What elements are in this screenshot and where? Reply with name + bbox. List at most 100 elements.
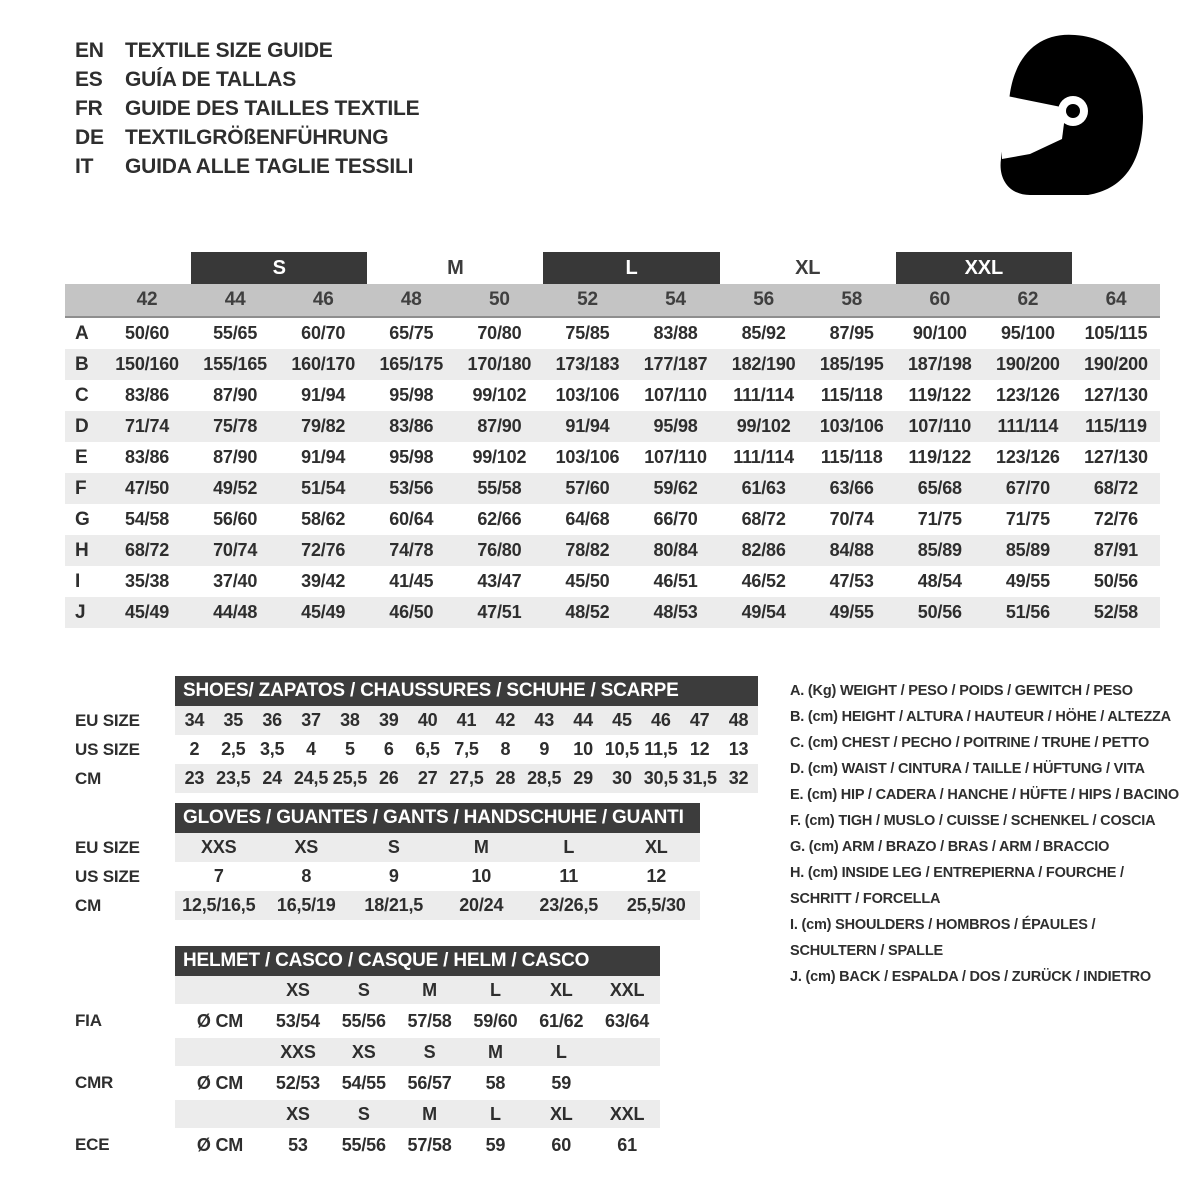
- size-cell: 85/89: [917, 540, 962, 560]
- gloves-value: 23/26,5: [539, 895, 599, 915]
- language-code: FR: [75, 97, 103, 120]
- size-row-label: J: [75, 601, 86, 623]
- gloves-row-us-size: US SIZE 7 8 9 10 11 12: [75, 862, 700, 891]
- size-cell: 39/42: [301, 571, 346, 591]
- shoes-value: 27: [417, 768, 438, 788]
- size-rows: A 50/60 55/65 60/70 65/75 70/80 75/85 83/88 85/9…: [65, 318, 1160, 628]
- shoes-cells: 2 2,5 3,5 4 5 6 6,5 7,5 8 9 10 10,5 11,5 12 13: [175, 735, 758, 764]
- size-row-label: D: [75, 415, 89, 437]
- helmet-size-cells: XS S M L XL XXL: [175, 1100, 660, 1128]
- size-number: 42: [136, 289, 158, 310]
- helmet-value: 63/64: [605, 1010, 650, 1031]
- gloves-value: 8: [301, 866, 312, 886]
- size-cell: 87/90: [213, 385, 258, 405]
- shoes-value: 46: [651, 710, 671, 730]
- helmet-value: 59: [485, 1134, 506, 1155]
- helmet-size-cells: XS S M L XL XXL: [175, 976, 660, 1004]
- shoes-value: 43: [534, 710, 555, 730]
- shoes-value: 2,5: [221, 739, 246, 759]
- size-cell: 84/88: [829, 540, 874, 560]
- size-row-h: H 68/72 70/74 72/76 74/78 76/80 78/82 80/84 82/8…: [65, 535, 1160, 566]
- helmet-value: 57/58: [407, 1134, 452, 1155]
- helmet-standard-label: FIA: [75, 1011, 102, 1030]
- legend-item: B. (cm) HEIGHT / ALTURA / HAUTEUR / HÖHE…: [790, 709, 1171, 725]
- size-number: 62: [1017, 289, 1039, 310]
- shoes-value: 24: [262, 768, 282, 788]
- shoes-value: 40: [417, 710, 438, 730]
- size-cell: 185/195: [819, 354, 884, 374]
- shoes-value: 23,5: [216, 768, 251, 788]
- shoes-value: 47: [689, 710, 710, 730]
- shoes-value: 11,5: [644, 739, 678, 759]
- size-cell: 115/119: [1085, 416, 1147, 436]
- size-cell: 83/86: [125, 447, 170, 467]
- size-cell: 85/92: [741, 323, 786, 343]
- language-code: EN: [75, 39, 104, 62]
- size-cell: 182/190: [731, 354, 796, 374]
- size-cell: 48/54: [917, 571, 962, 591]
- gloves-value: L: [563, 837, 575, 857]
- helmet-sizes-ece: XS S M L XL XXL: [75, 1100, 660, 1128]
- gloves-value: 12: [646, 866, 667, 886]
- size-cell: 49/52: [213, 478, 258, 498]
- helmet-value: 57/58: [407, 1010, 452, 1031]
- helmet-value-cells: Ø CM 53 55/56 57/58 59 60 61: [175, 1128, 660, 1162]
- size-row-label: G: [75, 508, 90, 530]
- row-unit-label: CM: [75, 768, 102, 788]
- row-spacer: [75, 976, 175, 1004]
- size-cell: 83/86: [125, 385, 170, 405]
- size-group-l: L: [543, 252, 720, 284]
- gloves-value: 25,5/30: [626, 895, 686, 915]
- size-cell: 63/66: [829, 478, 874, 498]
- size-cell: 51/54: [301, 478, 346, 498]
- size-cell: 91/94: [301, 447, 346, 467]
- diameter-unit-label: Ø CM: [196, 1010, 244, 1031]
- size-cell: 75/85: [565, 323, 610, 343]
- size-cell: 71/74: [125, 416, 170, 436]
- shoes-value: 35: [223, 710, 244, 730]
- language-code: ES: [75, 68, 103, 91]
- size-group-header: S M L XL XXL: [65, 252, 1160, 284]
- size-cell: 64/68: [565, 509, 610, 529]
- gloves-cells: 12,5/16,5 16,5/19 18/21,5 20/24 23/26,5 25,5/…: [175, 891, 700, 920]
- size-group-xxl: XXL: [895, 252, 1072, 284]
- shoes-title: SHOES/ ZAPATOS / CHAUSSURES / SCHUHE / S…: [175, 676, 758, 706]
- size-group-xl: XL: [795, 256, 821, 279]
- language-title: TEXTILE SIZE GUIDE: [125, 39, 333, 62]
- size-cell: 90/100: [912, 323, 967, 343]
- size-number: 64: [1105, 289, 1127, 310]
- language-title: TEXTILGRÖßENFÜHRUNG: [125, 126, 389, 149]
- size-row-label: H: [75, 539, 89, 561]
- shoes-value: 6,5: [415, 739, 440, 759]
- size-cell: 52/58: [1093, 602, 1138, 622]
- helmet-size-label: XS: [286, 979, 310, 1000]
- shoes-value: 38: [340, 710, 360, 730]
- group-header-spacer-end: [1072, 252, 1160, 284]
- shoes-value: 3,5: [259, 739, 285, 759]
- size-cell: 68/72: [125, 540, 170, 560]
- shoes-value: 39: [378, 710, 399, 730]
- helmet-size-label: XXL: [609, 979, 645, 1000]
- main-size-table: S M L XL XXL 42 44 46 48 50 52 54 56 58 60 62 64 A 50/60…: [65, 252, 1160, 628]
- legend-item: E. (cm) HIP / CADERA / HANCHE / HÜFTE / …: [790, 787, 1179, 803]
- gloves-value: S: [387, 837, 400, 857]
- helmet-size-label: M: [422, 1103, 437, 1124]
- size-cell: 115/118: [820, 447, 883, 467]
- row-unit-label: EU SIZE: [75, 837, 140, 857]
- size-cell: 72/76: [301, 540, 346, 560]
- gloves-value: M: [473, 837, 489, 857]
- size-number: 48: [400, 289, 422, 310]
- size-row-f: F 47/50 49/52 51/54 53/56 55/58 57/60 59/62 61/6…: [65, 473, 1160, 504]
- shoes-value: 30: [612, 768, 632, 788]
- size-cell: 46/50: [389, 602, 434, 622]
- helmet-value: 61: [617, 1134, 637, 1155]
- gloves-row-eu-size: EU SIZE XXS XS S M L XL: [75, 833, 700, 862]
- size-cell: 173/183: [555, 354, 620, 374]
- size-cell: 119/122: [908, 447, 972, 467]
- row-spacer: [75, 1100, 175, 1128]
- size-cell: 57/60: [565, 478, 610, 498]
- shoes-value: 24,5: [293, 768, 329, 788]
- shoes-value: 48: [728, 710, 749, 730]
- shoes-value: 37: [301, 710, 321, 730]
